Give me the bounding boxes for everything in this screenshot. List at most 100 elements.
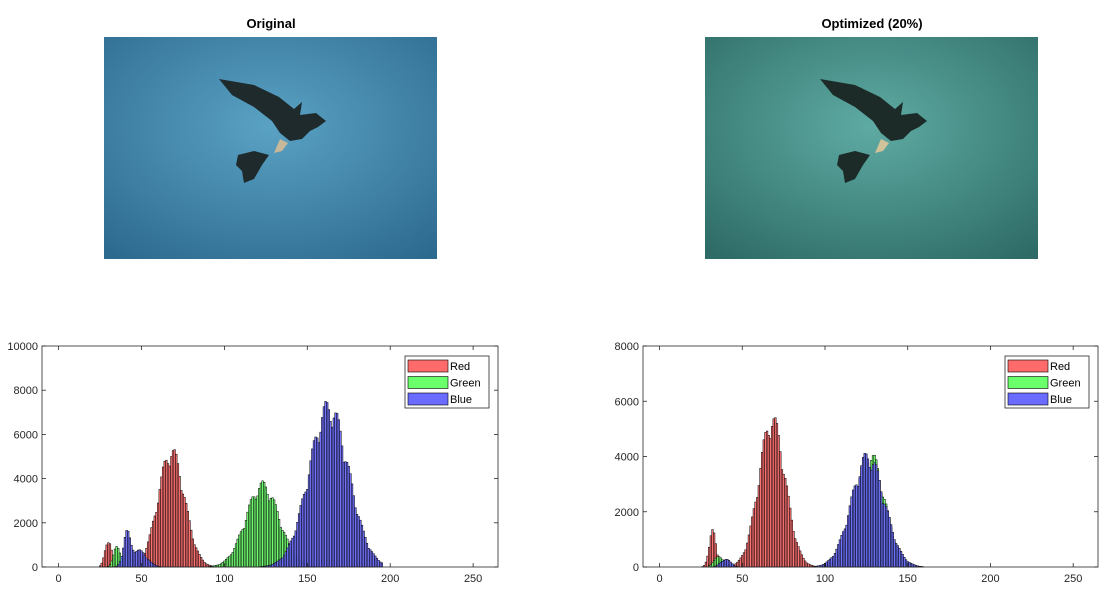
bar <box>908 562 911 568</box>
bar <box>718 563 721 568</box>
x-tick-label: 200 <box>981 573 999 585</box>
bar <box>860 465 863 568</box>
x-tick-label: 0 <box>656 573 662 585</box>
series-red <box>701 417 818 568</box>
bar <box>842 531 845 568</box>
bar <box>711 562 714 568</box>
y-tick-label: 6000 <box>14 429 38 441</box>
image-title-original: Original <box>246 16 296 31</box>
y-tick-label: 8000 <box>615 341 639 353</box>
image-title-optimized: Optimized (20%) <box>821 16 923 31</box>
optimized-image <box>705 37 1038 259</box>
legend-swatch-red <box>407 359 449 373</box>
legend-swatch-blue <box>407 392 449 406</box>
bar <box>805 562 808 568</box>
bar <box>857 486 860 568</box>
bar <box>900 551 903 568</box>
bar <box>766 430 769 568</box>
x-tick-label: 100 <box>816 573 834 585</box>
y-tick-label: 4000 <box>615 452 639 464</box>
x-tick-label: 250 <box>1064 573 1082 585</box>
original-image-canvas <box>104 37 437 259</box>
histogram-panel-0: 0 50 100 150 200 250 0 2000 4000 6000 8000 10000 Red… <box>7 341 499 585</box>
bar <box>890 524 893 568</box>
y-tick-label: 0 <box>633 562 639 574</box>
legend-label-green: Green <box>450 378 481 390</box>
y-tick-label: 4000 <box>14 474 38 486</box>
bar <box>799 550 802 568</box>
legend-label-blue: Blue <box>450 394 472 406</box>
bar <box>711 529 714 568</box>
bar <box>784 478 787 568</box>
eagle-silhouette <box>219 79 326 183</box>
bar <box>835 548 838 568</box>
bar <box>885 506 888 568</box>
bar <box>875 464 878 568</box>
bar <box>769 438 772 568</box>
y-tick-label: 10000 <box>7 341 38 353</box>
eagle-silhouette <box>820 79 927 183</box>
bar <box>744 549 747 568</box>
bar <box>848 505 851 568</box>
x-tick-label: 150 <box>298 573 316 585</box>
legend-label-red: Red <box>450 361 470 373</box>
bar <box>802 557 805 568</box>
bar <box>772 418 775 568</box>
bar <box>845 524 848 568</box>
bar <box>881 503 884 568</box>
x-tick-label: 200 <box>381 573 399 585</box>
bar <box>729 561 732 568</box>
bar <box>739 557 742 568</box>
bar <box>871 464 875 568</box>
bar <box>863 453 866 568</box>
bar <box>838 539 841 568</box>
bar <box>708 546 711 568</box>
optimized-image-canvas <box>705 37 1038 259</box>
histogram-original: 0 50 100 150 200 2500200040006000800010000Red… <box>7 341 1099 585</box>
bar <box>726 559 729 568</box>
legend-label-blue: Blue <box>1050 394 1072 406</box>
bar <box>866 458 870 568</box>
bar <box>794 538 797 568</box>
bar <box>751 516 754 568</box>
x-tick-label: 150 <box>899 573 917 585</box>
bar <box>757 485 760 568</box>
histogram-original-container: 0 50 100 150 200 250 0 2000 4000 6000 8000 10000 Red… <box>0 330 1113 597</box>
legend-label-green: Green <box>1050 378 1081 390</box>
bar <box>893 539 896 568</box>
y-tick-label: 0 <box>32 562 38 574</box>
x-tick-label: 0 <box>56 573 62 585</box>
legend-swatch-green <box>1007 376 1049 389</box>
bar <box>911 563 914 568</box>
bar <box>830 557 833 568</box>
y-tick-label: 8000 <box>14 385 38 397</box>
y-tick-label: 2000 <box>615 507 639 519</box>
bar <box>747 534 750 568</box>
legend-label-red: Red <box>1050 361 1070 373</box>
legend-swatch-red <box>1007 359 1049 373</box>
bar <box>790 519 793 568</box>
bar <box>827 560 830 568</box>
bar <box>762 439 765 568</box>
original-image <box>104 37 437 259</box>
bar <box>721 561 724 568</box>
bar <box>896 545 899 568</box>
x-tick-label: 250 <box>464 573 482 585</box>
x-tick-label: 100 <box>215 573 233 585</box>
bar <box>775 423 779 568</box>
bar <box>853 485 856 568</box>
bar <box>380 562 384 568</box>
legend-swatch-blue <box>1007 392 1049 406</box>
histogram-panel-1: 0 50 100 150 200 250 0 2000 4000 6000 8000 Red Green… <box>615 341 1099 585</box>
series-red <box>98 449 218 568</box>
x-tick-label: 50 <box>736 573 748 585</box>
bar <box>787 495 790 568</box>
axes-box <box>41 345 499 568</box>
y-tick-label: 2000 <box>14 518 38 530</box>
bar <box>878 480 881 568</box>
bar <box>754 501 757 568</box>
bar <box>903 556 906 568</box>
x-tick-label: 50 <box>135 573 147 585</box>
bar <box>780 469 784 568</box>
y-tick-label: 6000 <box>615 396 639 408</box>
